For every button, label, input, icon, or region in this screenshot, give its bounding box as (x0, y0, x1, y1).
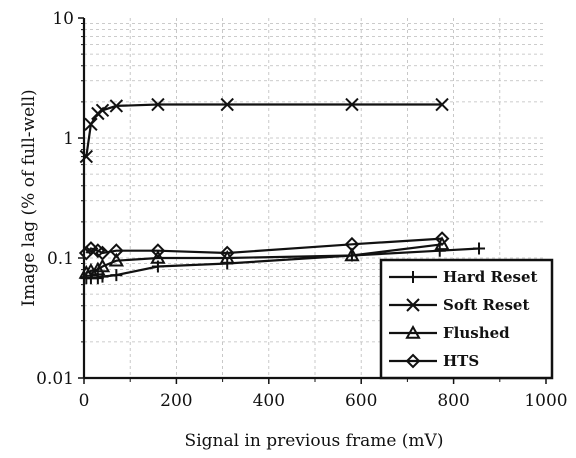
data-point-flushed (344, 247, 360, 262)
data-point-soft-reset (79, 149, 94, 164)
data-point-flushed (150, 249, 166, 264)
legend-marker-flushed (405, 324, 421, 339)
data-point-hard-reset (433, 244, 446, 257)
series-hts (78, 231, 450, 261)
data-point-hts (434, 231, 450, 247)
legend-entry-soft-reset: Soft Reset (389, 296, 529, 314)
data-point-soft-reset (84, 117, 98, 132)
y-axis-title: Image lag (% of full-well) (19, 89, 39, 306)
data-point-flushed (78, 264, 95, 279)
data-point-hts (150, 243, 166, 259)
data-point-flushed (94, 258, 111, 273)
data-point-flushed (108, 252, 125, 267)
legend-entry-flushed: Flushed (389, 324, 510, 342)
x-tick-label: 800 (437, 391, 469, 411)
x-tick-label: 1000 (524, 391, 567, 411)
data-point-soft-reset (345, 97, 359, 112)
series-soft-reset (79, 97, 449, 164)
legend-marker-hard-reset (407, 271, 419, 283)
data-point-flushed (434, 236, 450, 251)
legend-marker-soft-reset (406, 298, 420, 312)
legend-entry-hard-reset: Hard Reset (389, 268, 538, 286)
data-point-hts (95, 245, 110, 261)
axes: 0 200 400 600 800 1000 0.01 0.1 1 10 (36, 9, 567, 411)
legend: Hard Reset Soft Reset Flushed HTS (379, 258, 554, 380)
data-point-hts (108, 243, 124, 259)
data-point-hts (219, 245, 235, 261)
legend-label-hts: HTS (443, 352, 479, 370)
x-tick-label: 0 (79, 391, 90, 411)
data-point-soft-reset (95, 103, 110, 118)
y-tick-label: 0.1 (47, 249, 74, 269)
x-tick-label: 400 (253, 391, 285, 411)
x-tick-label: 200 (160, 391, 192, 411)
data-point-hts (78, 245, 94, 261)
data-point-soft-reset (151, 97, 165, 112)
legend-label-soft-reset: Soft Reset (443, 296, 529, 314)
x-axis-title: Signal in previous frame (mV) (185, 431, 444, 451)
series-layer (78, 97, 486, 285)
y-tick-label: 0.01 (36, 369, 74, 389)
y-tick-label: 10 (52, 9, 74, 29)
legend-entry-hts: HTS (389, 352, 479, 370)
data-point-flushed (90, 261, 106, 276)
data-point-soft-reset (435, 97, 449, 112)
data-point-hts (344, 236, 360, 252)
y-tick-label: 1 (63, 129, 74, 149)
legend-marker-hts (405, 353, 421, 369)
legend-label-flushed: Flushed (443, 324, 510, 342)
data-point-soft-reset (109, 99, 124, 113)
data-point-soft-reset (220, 97, 234, 112)
data-point-hard-reset (110, 269, 123, 282)
legend-label-hard-reset: Hard Reset (443, 268, 538, 286)
data-point-hard-reset (473, 242, 486, 255)
x-tick-label: 600 (345, 391, 377, 411)
